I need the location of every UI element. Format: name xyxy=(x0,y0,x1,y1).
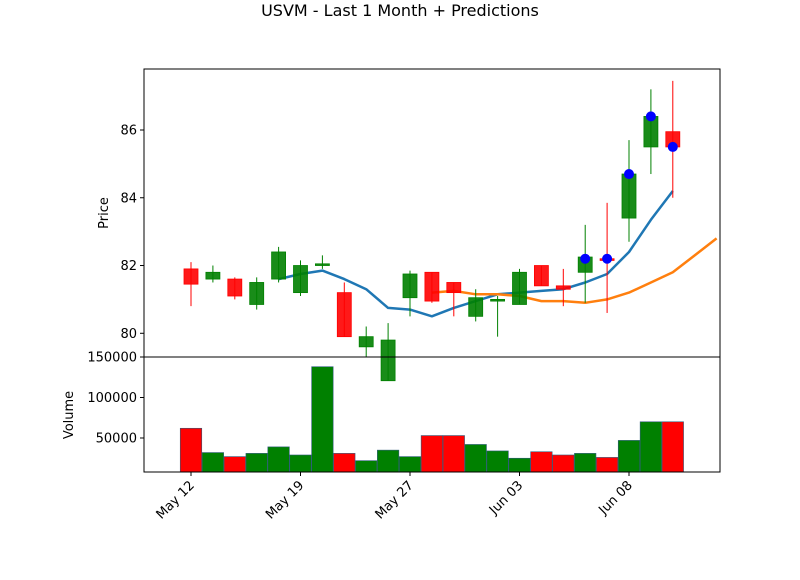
volume-bar xyxy=(508,457,531,473)
candle-body xyxy=(293,265,308,294)
volume-bar xyxy=(486,450,509,473)
prediction-marker xyxy=(580,253,591,264)
volume-bar xyxy=(355,460,378,473)
volume-bars xyxy=(179,366,684,473)
volume-bar xyxy=(398,456,422,473)
volume-bar xyxy=(267,446,290,473)
prediction-marker xyxy=(667,141,678,152)
chart-title: USVM - Last 1 Month + Predictions xyxy=(261,1,539,20)
volume-bar xyxy=(245,453,268,473)
volume-bar xyxy=(530,451,553,473)
candle-body xyxy=(446,282,462,294)
volume-tick-label: 100000 xyxy=(87,391,137,406)
volume-bar xyxy=(661,421,684,473)
candle-body xyxy=(205,271,221,280)
volume-bar xyxy=(333,453,356,473)
volume-tick-label: 150000 xyxy=(87,351,137,366)
date-tick-label: May 12 xyxy=(154,478,198,522)
volume-bar xyxy=(377,449,400,473)
price-axis-label: Price xyxy=(97,197,112,229)
prediction-markers xyxy=(580,111,678,264)
candle-body xyxy=(358,336,374,348)
candle-body xyxy=(534,265,549,287)
volume-bar xyxy=(223,456,246,473)
candle-body xyxy=(468,297,484,317)
candle-body xyxy=(183,268,199,285)
volume-bar xyxy=(442,435,465,473)
price-tick-label: 82 xyxy=(120,259,137,274)
price-tick-label: 80 xyxy=(120,327,137,342)
volume-tick-label: 50000 xyxy=(96,431,137,446)
candle-body xyxy=(380,339,396,382)
candle-body xyxy=(227,278,243,297)
volume-bar xyxy=(617,440,641,473)
prediction-line-2 xyxy=(431,237,718,305)
volume-bar xyxy=(596,457,619,473)
volume-y-ticks: 50000 100000 150000 xyxy=(87,351,144,446)
date-tick-label: Jun 03 xyxy=(486,478,526,518)
candle-body xyxy=(314,263,330,266)
price-panel: 80 82 84 86 Price xyxy=(97,68,721,382)
candle-body xyxy=(512,271,527,305)
volume-axis-label: Volume xyxy=(62,391,77,439)
candle-body xyxy=(271,251,287,280)
price-tick-label: 86 xyxy=(120,123,137,138)
volume-bar xyxy=(201,452,224,473)
date-tick-label: May 19 xyxy=(263,478,307,522)
volume-bar xyxy=(552,454,575,473)
volume-bar xyxy=(289,454,312,473)
candle-body xyxy=(336,292,352,338)
volume-bar xyxy=(464,444,487,473)
price-candles xyxy=(183,80,681,382)
candle-body xyxy=(621,173,637,219)
prediction-marker xyxy=(624,169,634,180)
prediction-marker xyxy=(645,111,656,122)
volume-bar xyxy=(574,453,597,473)
candle-body xyxy=(249,282,265,305)
prediction-marker xyxy=(602,253,613,264)
candle-body xyxy=(402,273,418,299)
price-y-ticks: 80 82 84 86 xyxy=(120,123,144,342)
volume-bar xyxy=(311,366,334,473)
volume-x-ticks: May 12 May 19 May 27 Jun 03 Jun 08 xyxy=(154,472,636,522)
volume-axes-frame xyxy=(143,356,721,473)
volume-bar xyxy=(420,435,443,473)
candle-body xyxy=(490,298,506,302)
price-tick-label: 84 xyxy=(120,191,137,206)
candle-body xyxy=(555,285,571,290)
volume-bar xyxy=(179,427,203,473)
candle-body xyxy=(424,271,440,302)
date-tick-label: Jun 08 xyxy=(596,478,636,518)
date-tick-label: May 27 xyxy=(373,478,417,522)
volume-bar xyxy=(639,421,662,473)
